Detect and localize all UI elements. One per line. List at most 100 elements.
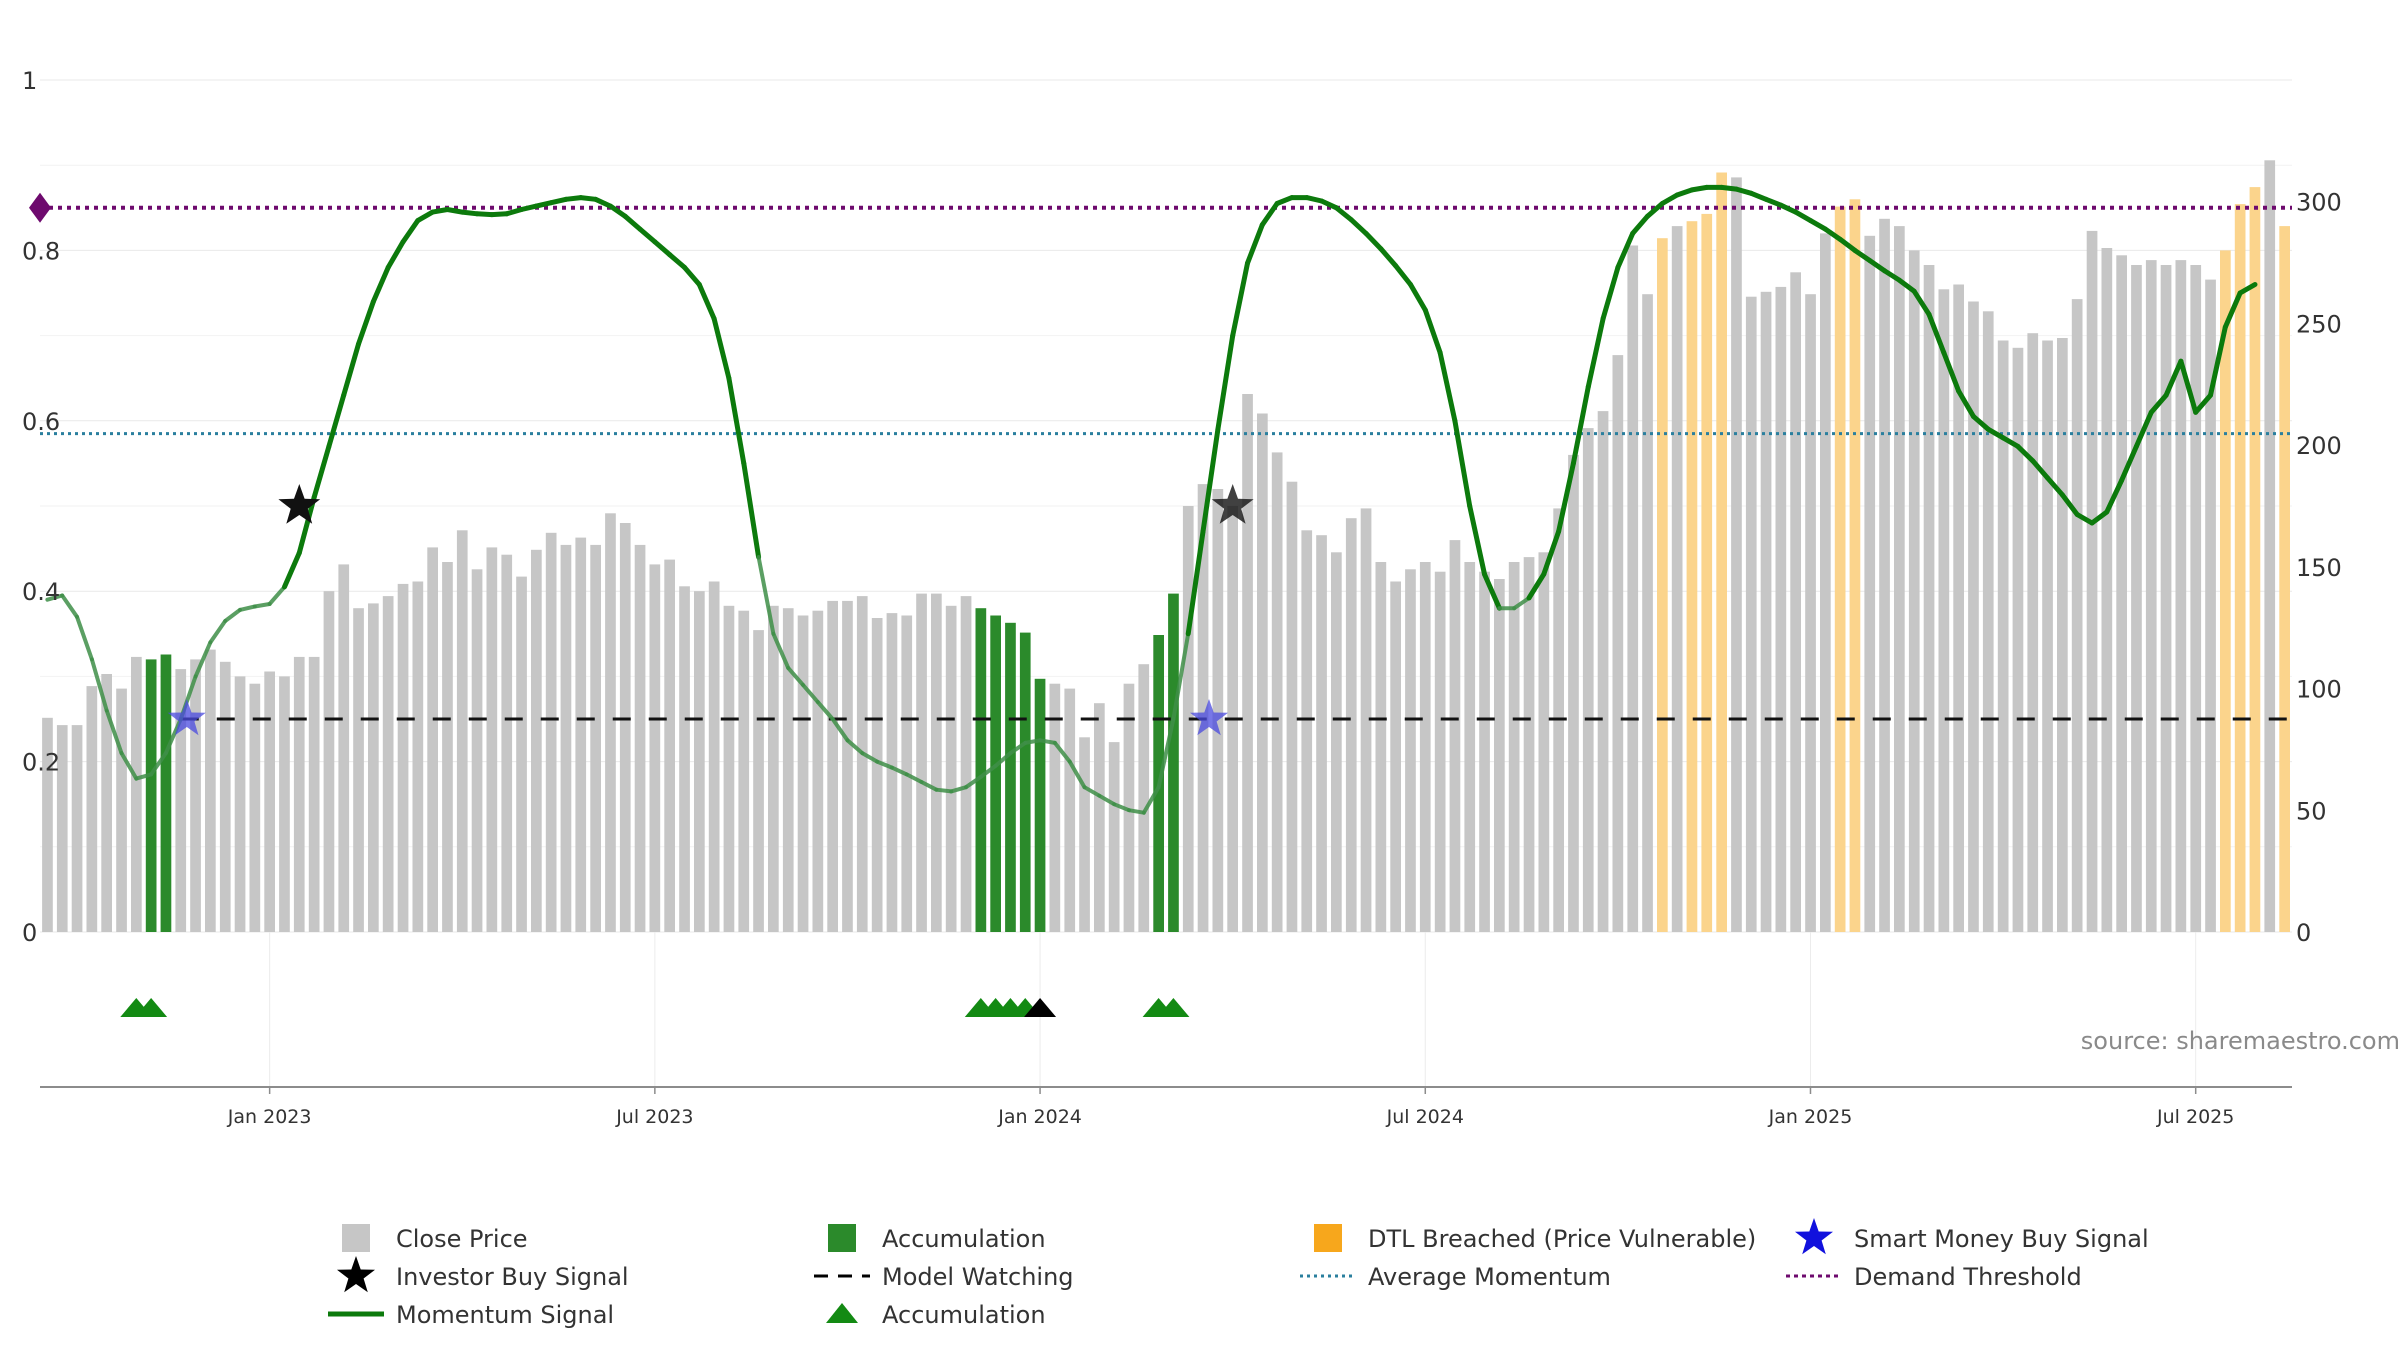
momentum-segment [1985,426,2006,441]
close-price-bar [2071,299,2083,933]
momentum-segment [296,495,317,556]
momentum-segment [75,614,94,662]
close-price-bar [1494,579,1505,932]
close-price-bar [1582,428,1594,932]
momentum-segment [1052,740,1072,764]
momentum-segment [1408,282,1428,313]
momentum-segment [1008,740,1028,756]
y-left-tick-label: 1 [22,67,37,95]
close-price-bar [219,661,231,932]
momentum-segment [1600,264,1621,322]
close-price-bar [1123,683,1135,932]
dtl-breached-bar [2220,250,2231,932]
source-label: source: sharemaestro.com [2081,1027,2400,1055]
close-price-bar [1968,301,1979,932]
close-price-bar [1775,286,1787,932]
close-price-bar [249,683,261,932]
accumulation-triangle-black [1024,998,1057,1017]
momentum-segment [1127,808,1146,815]
momentum-segment [504,207,524,217]
momentum-segment [1822,226,1843,242]
legend-label: Accumulation [882,1301,1046,1329]
x-tick-label: Jan 2025 [1768,1106,1853,1128]
close-price-bar [679,586,690,932]
close-price-bar [471,569,483,932]
close-price-bar [2145,260,2157,933]
momentum-segment [519,203,539,212]
momentum-segment [1956,388,1976,419]
momentum-segment [134,772,154,781]
close-price-bar [501,554,513,932]
momentum-segment [1363,230,1384,252]
close-price-bar [1405,569,1416,932]
close-price-bar [1419,562,1431,932]
close-price-bar [2027,333,2039,932]
legend-label: DTL Breached (Price Vulnerable) [1368,1225,1756,1253]
close-price-bar [842,600,853,932]
legend-item: Close Price [342,1224,528,1253]
close-price-bar [1731,177,1742,932]
momentum-segment [637,226,658,245]
close-price-bar [116,688,127,932]
close-price-bar [205,649,216,932]
close-price-bar [605,513,616,932]
close-price-bar [1671,226,1683,933]
momentum-segment [1452,418,1473,509]
momentum-segment [2089,509,2110,526]
dtl-breached-bar [1716,172,1727,932]
momentum-segment [89,657,109,713]
close-price-bar [131,656,142,932]
close-price-bar [56,725,68,932]
close-price-bar [782,608,794,932]
close-price-bar [1390,581,1401,932]
close-price-bar [1642,294,1653,932]
close-price-bar [368,603,379,932]
momentum-segment [1867,258,1888,274]
y-right-tick-label: 0 [2296,919,2311,947]
momentum-segment [919,780,939,792]
dtl-breached-bar [1834,206,1846,933]
momentum-segment [548,196,569,206]
accumulation-bar [1034,678,1046,932]
momentum-segment [696,282,717,322]
momentum-segment [1941,350,1962,394]
momentum-segment [1526,571,1547,601]
momentum-segment [326,392,347,449]
momentum-segment [1615,230,1636,270]
legend-square-icon [342,1224,370,1252]
close-price-bar [1108,742,1120,932]
momentum-segment [1422,307,1443,356]
close-price-bar [1568,454,1579,932]
close-price-bar [1523,557,1535,932]
close-price-bar [427,547,438,932]
close-price-bar [382,596,394,932]
momentum-segment [1230,260,1250,339]
momentum-segment [1911,288,1932,317]
momentum-segment [1259,201,1280,228]
close-price-bar [353,608,364,932]
momentum-segment [622,213,643,232]
momentum-segment [1097,793,1117,807]
close-price-bar [442,562,453,932]
momentum-segment [949,785,968,794]
close-price-bar [1286,481,1298,932]
close-price-bar [1612,355,1624,933]
momentum-segment [2074,512,2095,526]
close-price-bar [827,600,838,932]
momentum-segment [1437,350,1458,424]
momentum-segment [1185,529,1206,637]
x-tick-label: Jan 2024 [997,1106,1082,1128]
momentum-segment [1896,277,1917,294]
close-price-bar [708,581,720,932]
y-axis-ticks: 0 0.2 0.4 0.6 0.8 1 0 50 100 150 200 250 300 [22,67,2342,947]
accumulation-triangle [135,998,168,1017]
accumulation-bar [1005,622,1016,932]
momentum-segment [2193,392,2213,415]
momentum-segment [993,751,1013,768]
legend-label: Model Watching [882,1263,1074,1291]
investor-buy-star [278,484,321,524]
momentum-segment [1393,263,1413,287]
close-price-bar [960,596,972,932]
momentum-segment [860,751,880,764]
